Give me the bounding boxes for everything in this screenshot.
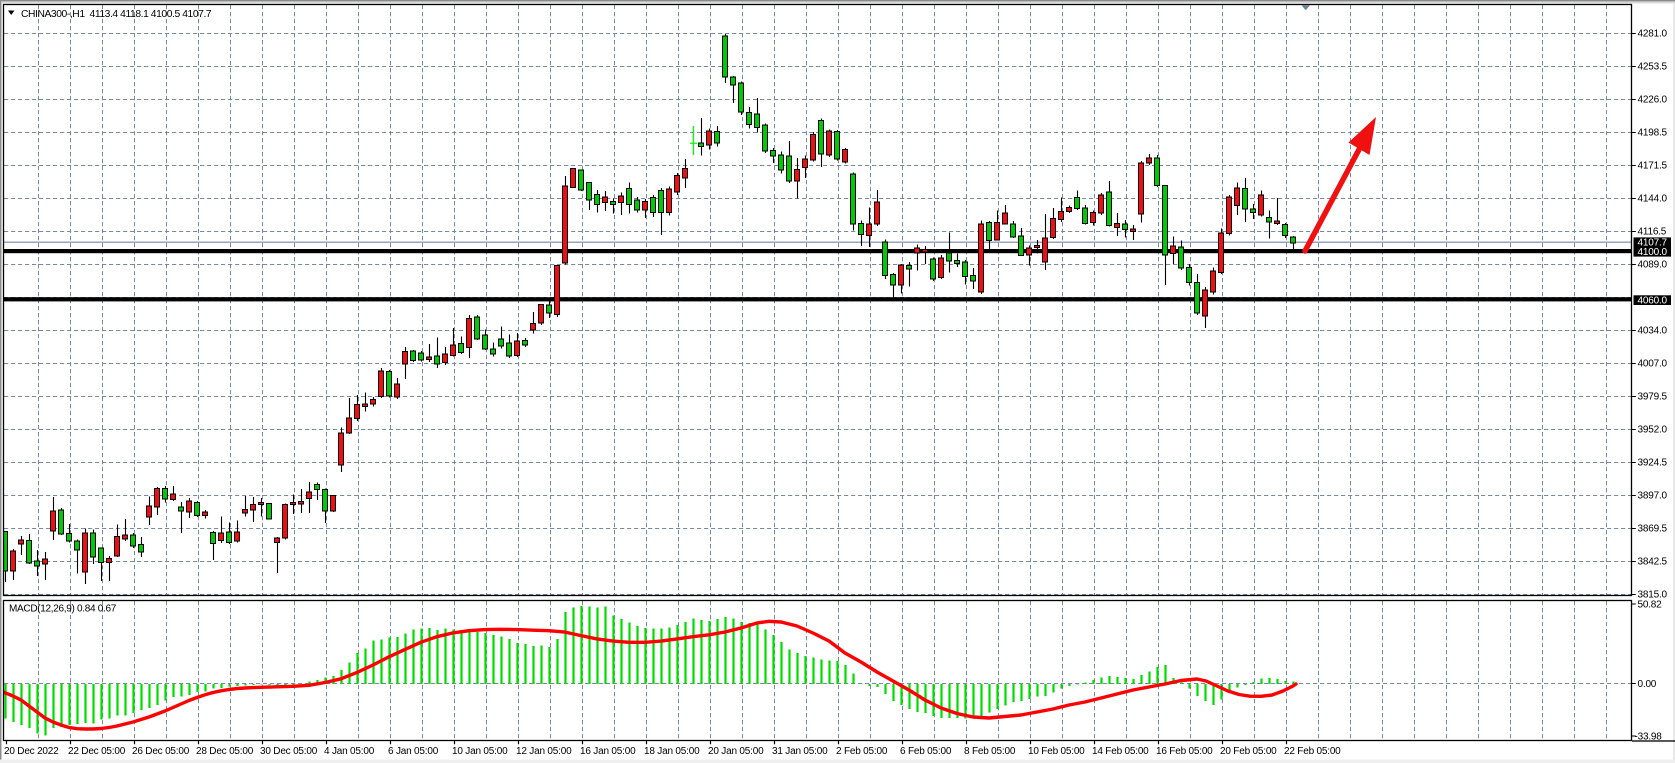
svg-text:4226.0: 4226.0 <box>1638 95 1668 106</box>
svg-text:3897.0: 3897.0 <box>1638 491 1668 502</box>
svg-text:26 Dec 05:00: 26 Dec 05:00 <box>132 746 190 757</box>
svg-text:4253.5: 4253.5 <box>1638 62 1668 73</box>
svg-text:3842.5: 3842.5 <box>1638 557 1668 568</box>
svg-text:4 Jan 05:00: 4 Jan 05:00 <box>324 746 375 757</box>
svg-text:2 Feb 05:00: 2 Feb 05:00 <box>836 746 888 757</box>
svg-text:3952.0: 3952.0 <box>1638 425 1668 436</box>
svg-text:4100.0: 4100.0 <box>1638 247 1668 258</box>
svg-text:4116.5: 4116.5 <box>1638 227 1667 238</box>
svg-text:0.00: 0.00 <box>1638 679 1657 690</box>
svg-text:10 Feb 05:00: 10 Feb 05:00 <box>1028 746 1085 757</box>
svg-text:18 Jan 05:00: 18 Jan 05:00 <box>644 746 700 757</box>
svg-text:4144.0: 4144.0 <box>1638 194 1668 205</box>
svg-text:4198.5: 4198.5 <box>1638 128 1668 139</box>
svg-text:14 Feb 05:00: 14 Feb 05:00 <box>1092 746 1149 757</box>
svg-text:28 Dec 05:00: 28 Dec 05:00 <box>196 746 254 757</box>
svg-text:22 Feb 05:00: 22 Feb 05:00 <box>1284 746 1341 757</box>
svg-text:3815.0: 3815.0 <box>1638 590 1668 601</box>
svg-text:4171.5: 4171.5 <box>1638 161 1668 172</box>
svg-text:4107.7: 4107.7 <box>1638 238 1668 249</box>
svg-text:-33.98: -33.98 <box>1635 732 1663 743</box>
svg-text:16 Jan 05:00: 16 Jan 05:00 <box>580 746 636 757</box>
svg-text:CHINA300-,H1 4113.4 4118.1 41: CHINA300-,H1 4113.4 4118.1 4100.5 4107.7 <box>21 9 212 20</box>
svg-text:10 Jan 05:00: 10 Jan 05:00 <box>452 746 508 757</box>
svg-text:4007.0: 4007.0 <box>1638 359 1668 370</box>
svg-text:3924.5: 3924.5 <box>1638 458 1668 469</box>
svg-text:16 Feb 05:00: 16 Feb 05:00 <box>1156 746 1213 757</box>
svg-text:4034.0: 4034.0 <box>1638 326 1668 337</box>
svg-text:12 Jan 05:00: 12 Jan 05:00 <box>516 746 572 757</box>
svg-text:4060.0: 4060.0 <box>1638 296 1668 307</box>
svg-text:22 Dec 05:00: 22 Dec 05:00 <box>68 746 126 757</box>
svg-text:20 Feb 05:00: 20 Feb 05:00 <box>1220 746 1277 757</box>
svg-text:3979.5: 3979.5 <box>1638 392 1668 403</box>
svg-text:4281.0: 4281.0 <box>1638 29 1668 40</box>
svg-text:30 Dec 05:00: 30 Dec 05:00 <box>260 746 318 757</box>
svg-text:31 Jan 05:00: 31 Jan 05:00 <box>772 746 828 757</box>
svg-text:50.82: 50.82 <box>1638 600 1663 611</box>
svg-text:6 Jan 05:00: 6 Jan 05:00 <box>388 746 439 757</box>
svg-text:8 Feb 05:00: 8 Feb 05:00 <box>964 746 1016 757</box>
svg-text:MACD(12,26,9) 0.84 0.67: MACD(12,26,9) 0.84 0.67 <box>9 604 117 615</box>
svg-text:6 Feb 05:00: 6 Feb 05:00 <box>900 746 952 757</box>
svg-text:20 Dec 2022: 20 Dec 2022 <box>4 746 59 757</box>
svg-text:20 Jan 05:00: 20 Jan 05:00 <box>708 746 764 757</box>
svg-text:4089.0: 4089.0 <box>1638 260 1668 271</box>
svg-text:3869.5: 3869.5 <box>1638 524 1668 535</box>
